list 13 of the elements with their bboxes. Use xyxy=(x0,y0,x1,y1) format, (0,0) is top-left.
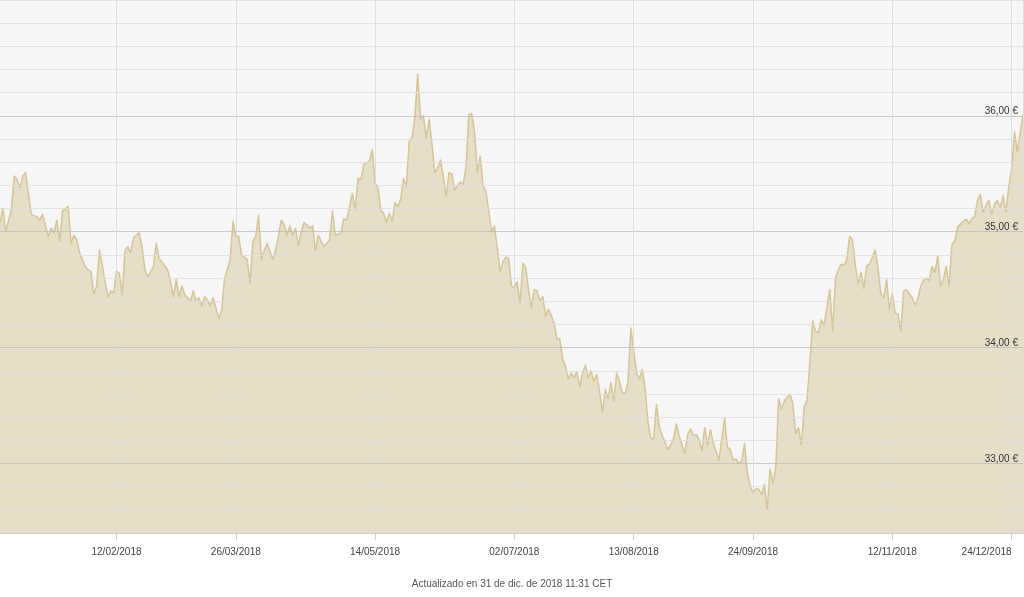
y-tick-label: 36,00 € xyxy=(984,105,1019,117)
x-tick-label: 24/12/2018 xyxy=(961,545,1013,557)
text: Actualizado en 31 de dic. de 2018 11:31 CET xyxy=(411,577,613,589)
x-tick-label: 13/08/2018 xyxy=(608,545,660,557)
x-tick-label: 24/09/2018 xyxy=(728,545,779,557)
x-tick-label: 12/02/2018 xyxy=(91,545,142,557)
y-tick-label: 34,00 € xyxy=(984,337,1019,349)
y-tick-label: 33,00 € xyxy=(984,452,1019,464)
y-tick-label: 35,00 € xyxy=(984,221,1019,233)
x-tick-label: 02/07/2018 xyxy=(489,545,540,557)
x-tick-label: 12/11/2018 xyxy=(867,545,918,557)
x-tick-label: 26/03/2018 xyxy=(210,545,262,557)
x-tick-label: 14/05/2018 xyxy=(350,545,401,557)
